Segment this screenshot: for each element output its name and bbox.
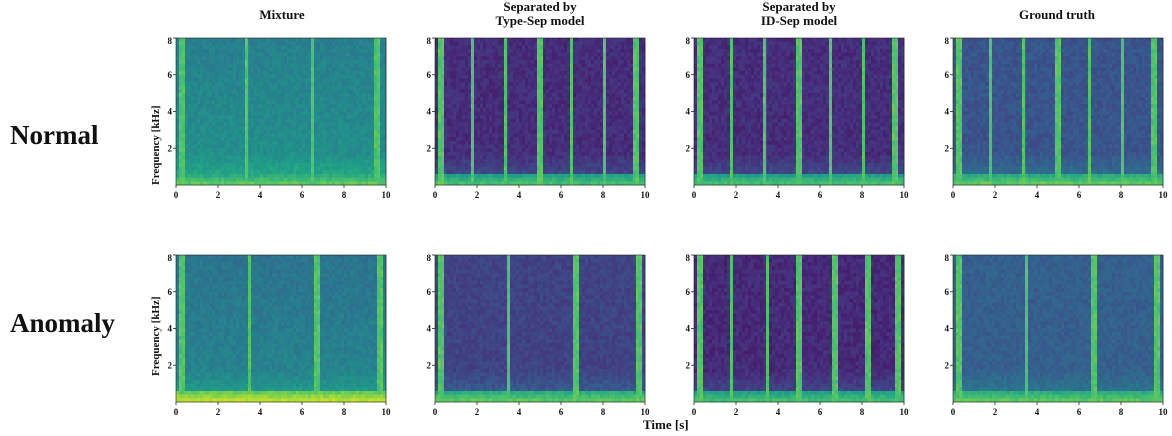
x-tick-label: 4	[258, 190, 263, 200]
y-tick-label: 4	[686, 107, 691, 117]
y-tick-label: 2	[168, 143, 173, 153]
x-tick-label: 0	[692, 407, 697, 417]
spectrogram-panel: 0 2 4 6 8 10 2 4 6 8	[168, 36, 392, 200]
y-tick-label: 8	[168, 36, 173, 46]
x-tick-label: 4	[776, 190, 781, 200]
x-tick-label: 6	[559, 190, 564, 200]
x-tick-label: 10	[1159, 407, 1169, 417]
y-tick-label: 6	[168, 70, 173, 80]
y-tick-label: 8	[686, 253, 691, 263]
y-tick-label: 4	[427, 107, 432, 117]
x-tick-label: 4	[517, 190, 522, 200]
y-tick-label: 6	[945, 70, 950, 80]
column-title-id-sep: Separated by ID-Sep model	[679, 0, 919, 28]
y-tick-label: 6	[686, 287, 691, 297]
column-title-type-sep: Separated by Type-Sep model	[420, 0, 660, 28]
x-tick-label: 6	[1077, 190, 1082, 200]
spectrogram-panel: 0 2 4 6 8 10 2 4 6 8	[686, 36, 910, 200]
x-tick-label: 2	[216, 407, 221, 417]
x-tick-label: 4	[517, 407, 522, 417]
x-tick-label: 2	[993, 190, 998, 200]
spectrogram-panel: 0 2 4 6 8 10 2 4 6 8	[945, 253, 1169, 417]
x-tick-label: 0	[174, 407, 179, 417]
y-tick-label: 6	[427, 70, 432, 80]
y-tick-label: 2	[945, 143, 950, 153]
x-tick-label: 8	[860, 407, 865, 417]
x-tick-label: 8	[860, 190, 865, 200]
y-tick-label: 4	[427, 324, 432, 334]
x-tick-label: 0	[433, 407, 438, 417]
y-tick-label: 2	[427, 143, 432, 153]
y-tick-label: 6	[168, 287, 173, 297]
x-tick-label: 8	[342, 190, 347, 200]
x-tick-label: 2	[993, 407, 998, 417]
x-tick-label: 2	[475, 407, 480, 417]
spectrogram-panel: 0 2 4 6 8 10 2 4 6 8	[945, 36, 1169, 200]
y-tick-label: 8	[427, 36, 432, 46]
x-tick-label: 6	[300, 407, 305, 417]
row-label-anomaly: Anomaly	[10, 308, 115, 339]
y-tick-label: 8	[686, 36, 691, 46]
x-tick-label: 8	[342, 407, 347, 417]
x-tick-label: 4	[1035, 190, 1040, 200]
spectrogram-panel: 0 2 4 6 8 10 2 4 6 8	[168, 253, 392, 417]
y-tick-label: 4	[945, 324, 950, 334]
x-tick-label: 4	[1035, 407, 1040, 417]
x-tick-label: 2	[734, 190, 739, 200]
y-tick-label: 8	[945, 36, 950, 46]
x-tick-label: 10	[382, 190, 392, 200]
y-tick-label: 4	[945, 107, 950, 117]
x-tick-label: 6	[300, 190, 305, 200]
spectrogram-panel: 0 2 4 6 8 10 2 4 6 8	[427, 36, 651, 200]
y-tick-label: 2	[945, 360, 950, 370]
x-tick-label: 4	[258, 407, 263, 417]
y-tick-label: 2	[427, 360, 432, 370]
x-tick-label: 0	[692, 190, 697, 200]
column-title-mixture: Mixture	[162, 8, 402, 22]
x-tick-label: 2	[216, 190, 221, 200]
y-tick-label: 4	[168, 324, 173, 334]
y-tick-label: 4	[686, 324, 691, 334]
y-tick-label: 8	[427, 253, 432, 263]
x-tick-label: 10	[382, 407, 392, 417]
x-tick-label: 0	[951, 407, 956, 417]
x-tick-label: 0	[174, 190, 179, 200]
column-title-ground-truth: Ground truth	[937, 8, 1172, 22]
x-tick-label: 8	[601, 407, 606, 417]
x-tick-label: 2	[734, 407, 739, 417]
row-label-normal: Normal	[10, 120, 98, 151]
y-tick-label: 8	[168, 253, 173, 263]
x-axis-label: Time [s]	[643, 417, 689, 433]
x-tick-label: 6	[818, 407, 823, 417]
y-tick-label: 4	[168, 107, 173, 117]
y-tick-label: 2	[686, 360, 691, 370]
x-tick-label: 10	[900, 407, 910, 417]
x-tick-label: 0	[951, 190, 956, 200]
y-tick-label: 2	[168, 360, 173, 370]
x-tick-label: 10	[641, 407, 651, 417]
x-tick-label: 6	[818, 190, 823, 200]
x-tick-label: 8	[1119, 190, 1124, 200]
spectrogram-panel: 0 2 4 6 8 10 2 4 6 8	[427, 253, 651, 417]
x-tick-label: 10	[641, 190, 651, 200]
y-tick-label: 8	[945, 253, 950, 263]
x-tick-label: 10	[900, 190, 910, 200]
x-tick-label: 6	[559, 407, 564, 417]
x-tick-label: 6	[1077, 407, 1082, 417]
x-tick-label: 8	[601, 190, 606, 200]
y-tick-label: 6	[945, 287, 950, 297]
y-tick-label: 6	[686, 70, 691, 80]
x-tick-label: 10	[1159, 190, 1169, 200]
y-tick-label: 2	[686, 143, 691, 153]
x-tick-label: 2	[475, 190, 480, 200]
spectrogram-panel: 0 2 4 6 8 10 2 4 6 8	[686, 253, 910, 417]
x-tick-label: 4	[776, 407, 781, 417]
y-tick-label: 6	[427, 287, 432, 297]
x-tick-label: 0	[433, 190, 438, 200]
x-tick-label: 8	[1119, 407, 1124, 417]
